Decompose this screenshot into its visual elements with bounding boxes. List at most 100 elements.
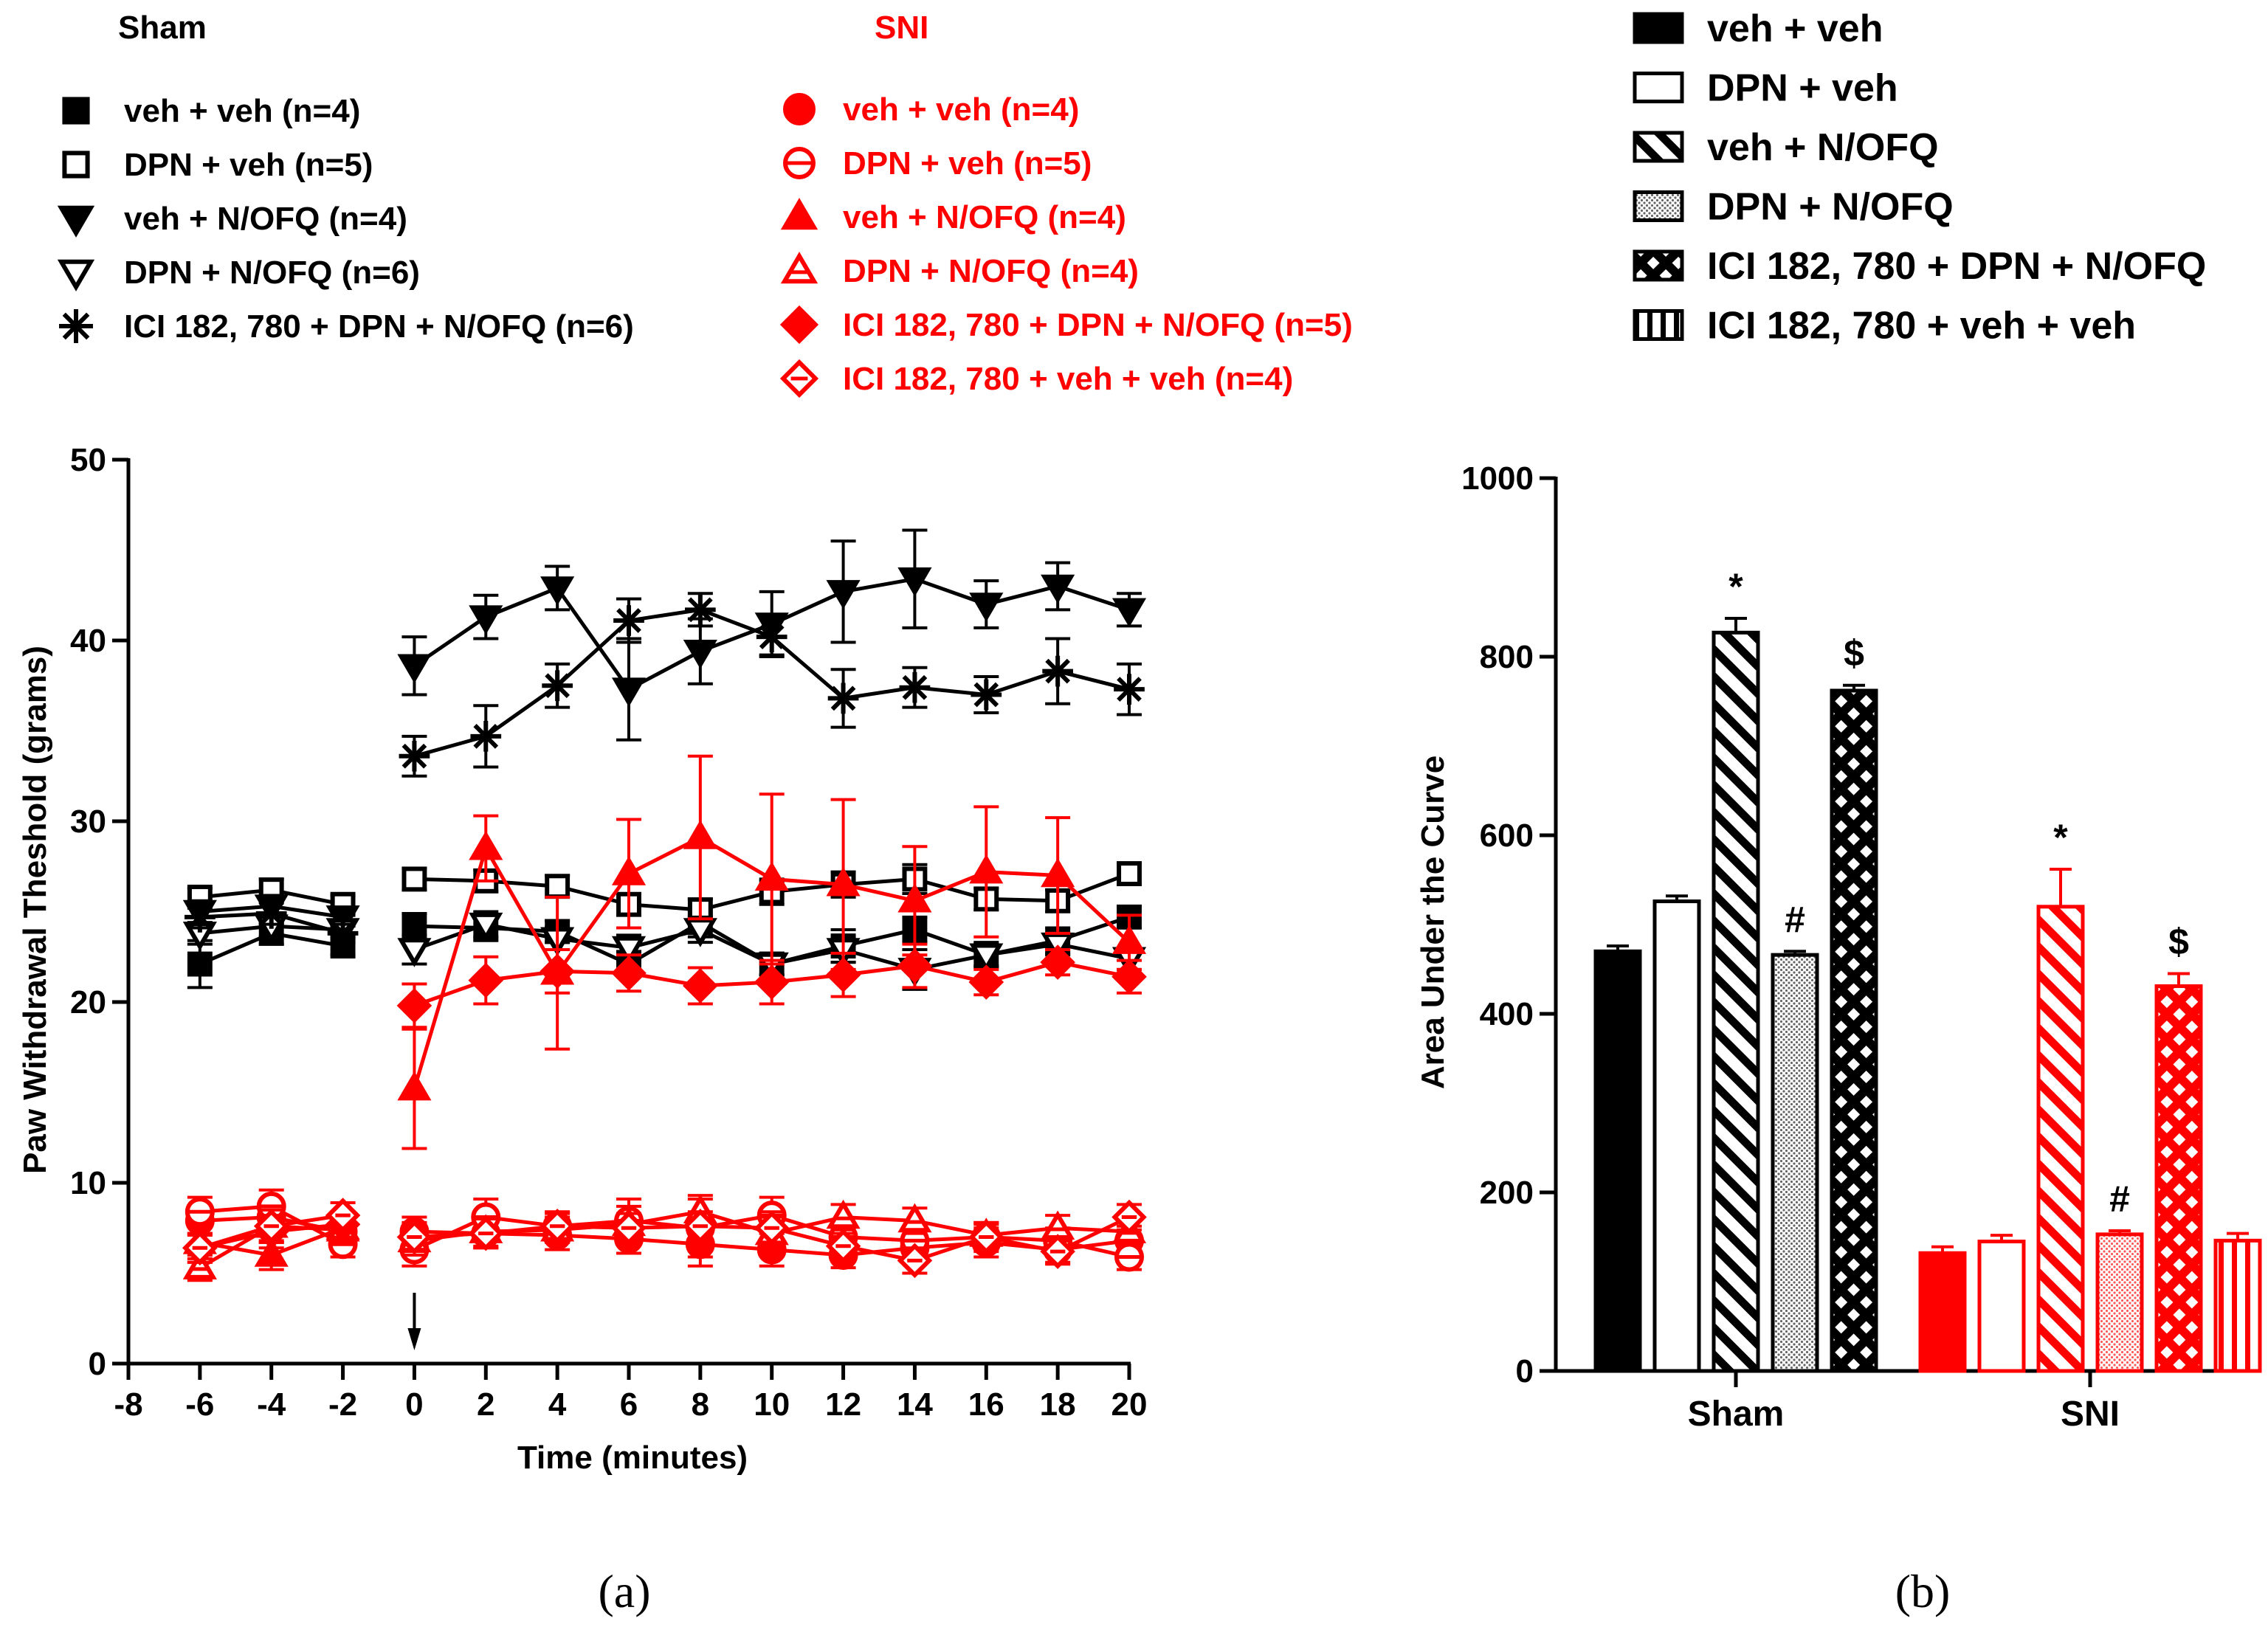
chart-a-series-7-point-12	[1041, 857, 1075, 888]
chart-a-series-2-point-13	[1111, 598, 1147, 628]
chart-b-bar-rect-1-2	[2036, 905, 2085, 1373]
chart-b-annotation-1-2: *	[2053, 817, 2068, 858]
legend-sham-item-0: veh + veh (n=4)	[62, 93, 360, 129]
chart-a-series-7-point-7-shape	[683, 820, 717, 849]
chart-a-series-7-point-6	[611, 856, 647, 885]
legend-sni-marker-2-shape	[780, 198, 818, 230]
legend-sni-label-2: veh + N/OFQ (n=4)	[843, 199, 1126, 235]
legend-sham-label-3: DPN + N/OFQ (n=6)	[124, 255, 420, 291]
legend-sni-label-1: DPN + veh (n=5)	[843, 145, 1092, 182]
panel-label-a: (a)	[598, 1565, 650, 1617]
chart-a-series-1-point-3	[401, 866, 427, 892]
chart-a-series-3-point-6-shape	[611, 936, 647, 966]
chart-a-series-10-point-6	[611, 1210, 647, 1246]
legend-sham-item-4: ICI 182, 780 + DPN + N/OFQ (n=6)	[59, 308, 634, 345]
legend-sham-item-1: DPN + veh (n=5)	[62, 147, 373, 183]
legend-b-label-5: ICI 182, 780 + veh + veh	[1707, 305, 2136, 348]
chart-a-series-10-point-9	[825, 1228, 861, 1264]
chart-a-series-9-point-9	[825, 957, 861, 993]
legend-sni-marker-2	[780, 198, 818, 230]
chart-a-xtick-3: -2	[328, 1386, 357, 1423]
legend-sham-marker-3-shape	[57, 259, 95, 291]
chart-a-series-4-point-2-shape	[327, 918, 359, 949]
legend-sham-marker-1	[62, 151, 90, 179]
legend-sham-label-2: veh + N/OFQ (n=4)	[124, 201, 407, 237]
chart-a-series-1-point-5	[545, 874, 571, 899]
chart-a-series-10-point-11	[968, 1219, 1004, 1255]
legend-sham-marker-1-shape	[62, 151, 90, 179]
chart-a-series-4-point-6	[613, 605, 644, 636]
chart-a-series-8-point-10-shape	[897, 1203, 932, 1233]
chart-a-series-7-point-3	[397, 1071, 432, 1101]
chart-a-series-2-point-9-shape	[826, 580, 861, 609]
legend-b-item-3: DPN + N/OFQ	[1633, 186, 1954, 229]
chart-b-bar-1-4: $	[2154, 922, 2203, 1373]
legend-sham-label-4: ICI 182, 780 + DPN + N/OFQ (n=6)	[124, 308, 634, 345]
chart-b-annotation-1-4: $	[2168, 922, 2189, 963]
legend-sham-marker-4-shape	[59, 309, 93, 343]
chart-b-bar-0-3: #	[1771, 899, 1819, 1373]
legend-sham-label-0: veh + veh (n=4)	[124, 93, 360, 129]
chart-a-series-4-point-7	[685, 594, 716, 626]
chart-a-series-2-point-3	[397, 654, 432, 684]
chart-a-xtick-8: 8	[692, 1386, 709, 1423]
chart-a-series-10-point-12	[1040, 1234, 1075, 1269]
chart-a-series-9-point-4-shape	[468, 962, 504, 998]
chart-b-category-0: Sham	[1688, 1395, 1785, 1434]
legend-b-item-2: veh + N/OFQ	[1633, 126, 1939, 169]
chart-a-ytick-0: 0	[89, 1346, 106, 1382]
chart-b-annotation-0-2: *	[1728, 566, 1743, 607]
legend-sham-item-3: DPN + N/OFQ (n=6)	[57, 255, 420, 291]
chart-a-series-2-point-10	[897, 567, 932, 597]
legend-sham-marker-0	[62, 97, 90, 125]
chart-a-series-8-point-9-shape	[826, 1199, 861, 1229]
legend-sni-marker-4	[779, 305, 819, 345]
chart-a-series-4-point-13-shape	[1114, 674, 1145, 705]
chart-a-arrow-head	[407, 1328, 421, 1350]
chart-b-bar-rect-1-3	[2095, 1232, 2144, 1373]
chart-a-series-9-point-7-shape	[683, 968, 718, 1004]
chart-a-series-10-point-1	[253, 1209, 289, 1244]
chart-b-bar-rect-1-4	[2154, 984, 2203, 1373]
chart-a-xtick-6: 4	[548, 1386, 567, 1423]
chart-a-series-2-point-10-shape	[897, 567, 932, 597]
legend-sni-item-5: ICI 182, 780 + veh + veh (n=4)	[779, 359, 1293, 398]
chart-a-series-1-point-5-shape	[545, 874, 571, 899]
chart-a-xlabel: Time (minutes)	[517, 1440, 748, 1476]
chart-a-series-9-point-8-shape	[754, 964, 790, 1000]
chart-a-series-9-point-12	[1040, 944, 1075, 980]
chart-a-series-8-point-10	[897, 1203, 932, 1233]
chart-a-series-4-point-1-shape	[255, 898, 287, 929]
chart-a-series-7-point-1	[254, 1237, 289, 1267]
chart-a-xtick-13: 18	[1040, 1386, 1076, 1423]
legend-b-item-5: ICI 182, 780 + veh + veh	[1633, 305, 2136, 348]
chart-a-series-9-point-10-shape	[897, 948, 933, 984]
chart-b-bar-rect-0-3	[1771, 953, 1819, 1373]
chart-a-series-3-point-4-shape	[469, 912, 503, 942]
chart-a-series-0-point-0	[187, 951, 213, 977]
chart-a-series-9-point-6	[611, 956, 647, 991]
chart-a-series-10-point-13	[1111, 1199, 1147, 1235]
chart-a-xtick-11: 14	[897, 1386, 933, 1423]
legend-sham-marker-2-shape	[57, 205, 95, 238]
chart-a-series-7-point-10	[897, 882, 932, 913]
legend-b-label-1: DPN + veh	[1707, 67, 1898, 110]
chart-a-series-9-point-9-shape	[825, 957, 861, 993]
chart-a-series-10-point-10	[897, 1243, 933, 1279]
chart-a-series-0-point-0-shape	[187, 951, 213, 977]
chart-a-series-7-point-7	[683, 820, 717, 849]
chart-a-series-7-point-3-shape	[397, 1071, 432, 1101]
chart-a-series-2-point-5	[540, 576, 575, 606]
chart-b-ytick-0: 0	[1516, 1353, 1534, 1389]
chart-b-bar-1-5	[2213, 1232, 2262, 1373]
chart-a-series-3-point-4	[469, 912, 503, 942]
chart-a-xtick-0: -8	[114, 1386, 142, 1423]
chart-a-series-4-point-4	[470, 721, 502, 752]
chart-a-series-9-point-11	[968, 964, 1004, 1000]
chart-a-xtick-4: 0	[405, 1386, 423, 1423]
chart-b-bar-rect-0-1	[1652, 899, 1701, 1373]
legend-b-label-3: DPN + N/OFQ	[1707, 186, 1954, 229]
chart-a-ytick-3: 30	[70, 804, 106, 840]
chart-a-series-4-point-11-shape	[971, 679, 1002, 711]
legend-sni-label-0: veh + veh (n=4)	[843, 91, 1079, 128]
